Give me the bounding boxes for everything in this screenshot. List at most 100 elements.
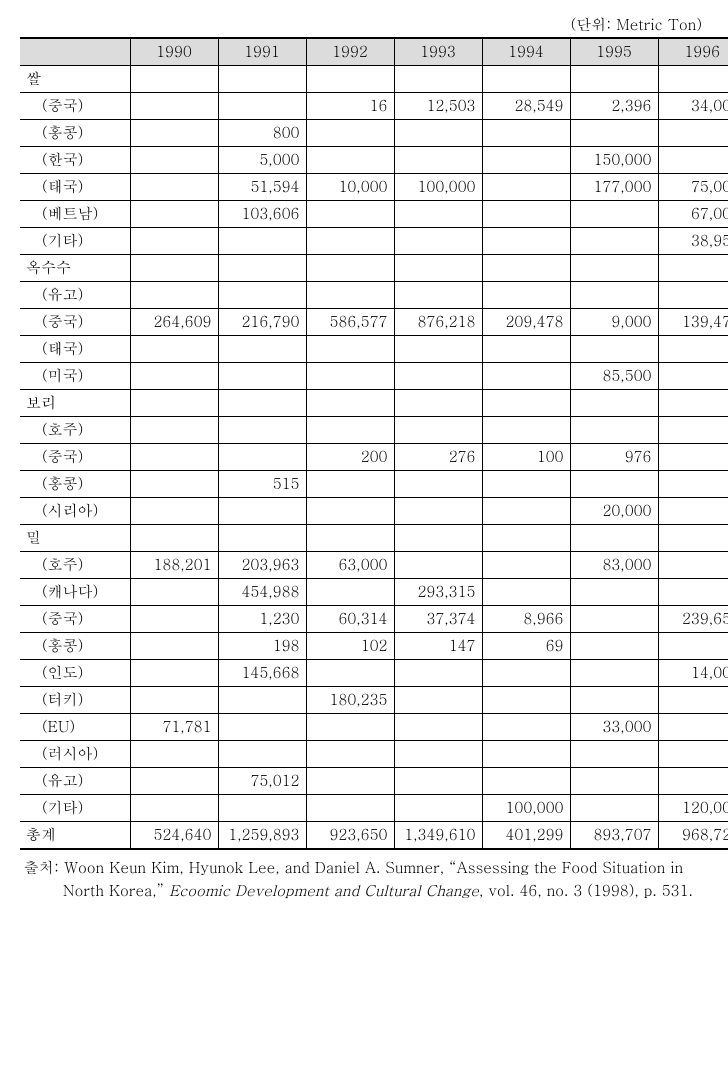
cell-value: 37,374 [394,606,482,633]
cell-value: 2,396 [570,93,658,120]
cell-value [306,120,394,147]
cell-value: 8,966 [482,606,570,633]
cell-value [570,795,658,822]
cell-value [570,741,658,768]
cell-value [482,552,570,579]
cell-value [570,660,658,687]
cell-value [482,120,570,147]
cell-value: 67,000 [658,201,728,228]
cell-value [394,120,482,147]
header-year: 1990 [130,38,218,66]
cell-value [218,363,306,390]
table-row: (태국)51,59410,000100,000177,00075,000 [20,174,728,201]
table-row: (한국)5,000150,000 [20,147,728,174]
cell-value [306,525,394,552]
cell-value [218,66,306,93]
header-year: 1995 [570,38,658,66]
cell-value [570,687,658,714]
cell-value [570,120,658,147]
cell-value [130,417,218,444]
cell-value [570,282,658,309]
cell-value [658,120,728,147]
table-row: (중국)264,609216,790586,577876,218209,4789… [20,309,728,336]
row-label: (홍콩) [20,633,130,660]
cell-value [218,417,306,444]
cell-value [658,498,728,525]
cell-value: 139,474 [658,309,728,336]
cell-value [482,201,570,228]
cell-value [570,201,658,228]
table-row: (기타)38,950 [20,228,728,255]
cell-value [570,228,658,255]
cell-value [130,228,218,255]
cell-value [658,66,728,93]
total-row: 총계524,6401,259,893923,6501,349,610401,29… [20,822,728,850]
cell-value: 16 [306,93,394,120]
cell-value [394,741,482,768]
cell-value: 209,478 [482,309,570,336]
table-row: (EU)71,78133,000 [20,714,728,741]
cell-value [306,363,394,390]
cell-value [394,714,482,741]
row-label: (중국) [20,309,130,336]
cell-value: 145,668 [218,660,306,687]
cell-value [130,795,218,822]
cell-value [658,552,728,579]
cell-value [394,390,482,417]
header-year: 1994 [482,38,570,66]
row-label: (중국) [20,93,130,120]
cell-value [658,714,728,741]
cell-value [130,93,218,120]
cell-value [306,795,394,822]
cell-value: 14,000 [658,660,728,687]
cell-value [658,741,728,768]
cell-value [570,471,658,498]
cell-value [306,714,394,741]
cell-value: 9,000 [570,309,658,336]
row-label: (인도) [20,660,130,687]
cell-value [482,228,570,255]
cell-value: 293,315 [394,579,482,606]
row-label: (EU) [20,714,130,741]
cell-value: 60,314 [306,606,394,633]
cell-value [394,687,482,714]
cell-value [306,741,394,768]
table-row: (캐나다)454,988293,315 [20,579,728,606]
cell-value: 1,259,893 [218,822,306,850]
cell-value [130,390,218,417]
cell-value [130,282,218,309]
row-label: 밀 [20,525,130,552]
row-label: (유고) [20,768,130,795]
cell-value: 454,988 [218,579,306,606]
cell-value [570,255,658,282]
cell-value: 893,707 [570,822,658,850]
table-row: (중국)200276100976 [20,444,728,471]
table-row: (호주) [20,417,728,444]
row-label: (베트남) [20,201,130,228]
cell-value [306,390,394,417]
cell-value: 85,500 [570,363,658,390]
cell-value: 33,000 [570,714,658,741]
cell-value [306,282,394,309]
cell-value [570,417,658,444]
row-label: (홍콩) [20,120,130,147]
row-label: (중국) [20,606,130,633]
header-year: 1991 [218,38,306,66]
cell-value: 28,549 [482,93,570,120]
category-row: 쌀 [20,66,728,93]
citation-tail: , vol. 46, no. 3 (1998), p. 531. [479,880,693,901]
table-row: (홍콩)800 [20,120,728,147]
cell-value [570,390,658,417]
cell-value [482,417,570,444]
cell-value [658,633,728,660]
cell-value: 200 [306,444,394,471]
cell-value [482,363,570,390]
table-row: (베트남)103,60667,000 [20,201,728,228]
header-row: 1990 1991 1992 1993 1994 1995 1996 [20,38,728,66]
cell-value [394,552,482,579]
cell-value [306,498,394,525]
cell-value [130,768,218,795]
cell-value [482,471,570,498]
cell-value [130,606,218,633]
cell-value [482,660,570,687]
